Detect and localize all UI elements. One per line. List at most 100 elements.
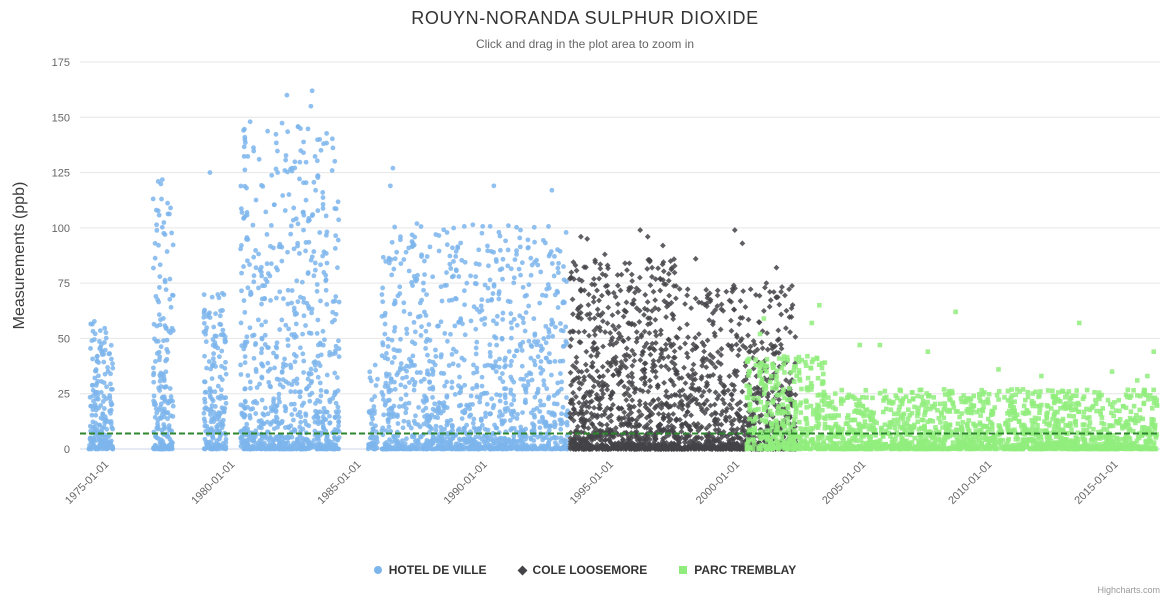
data-point[interactable]	[581, 264, 588, 271]
data-point[interactable]	[153, 293, 159, 299]
data-point[interactable]	[776, 301, 783, 308]
data-point[interactable]	[98, 415, 104, 421]
data-point[interactable]	[259, 336, 265, 342]
data-point[interactable]	[219, 348, 225, 354]
data-point[interactable]	[156, 312, 162, 318]
data-point[interactable]	[208, 439, 214, 445]
data-point[interactable]	[433, 423, 439, 429]
data-point[interactable]	[401, 257, 407, 262]
data-point[interactable]	[159, 224, 165, 230]
data-point[interactable]	[380, 299, 386, 305]
data-point[interactable]	[214, 424, 220, 430]
data-point[interactable]	[438, 424, 444, 430]
data-point[interactable]	[402, 384, 408, 390]
data-point[interactable]	[470, 402, 475, 407]
data-point[interactable]	[615, 381, 622, 388]
data-point[interactable]	[285, 129, 291, 135]
data-point[interactable]	[292, 407, 298, 412]
data-point[interactable]	[548, 372, 554, 378]
data-point[interactable]	[788, 314, 795, 320]
data-point[interactable]	[730, 282, 737, 289]
data-point[interactable]	[629, 362, 636, 369]
data-point[interactable]	[799, 357, 805, 363]
data-point[interactable]	[150, 196, 156, 202]
data-point[interactable]	[776, 404, 781, 409]
data-point[interactable]	[397, 284, 403, 290]
data-point[interactable]	[778, 288, 784, 295]
data-point[interactable]	[792, 391, 799, 398]
data-point[interactable]	[474, 369, 480, 375]
data-point[interactable]	[692, 255, 699, 262]
data-point[interactable]	[653, 446, 659, 452]
data-point[interactable]	[770, 434, 776, 440]
data-point[interactable]	[528, 255, 534, 261]
data-point[interactable]	[398, 261, 404, 267]
data-point[interactable]	[500, 443, 506, 449]
data-point[interactable]	[808, 365, 814, 371]
data-point[interactable]	[707, 351, 714, 358]
data-point[interactable]	[510, 438, 516, 444]
data-point[interactable]	[164, 249, 170, 254]
data-point[interactable]	[324, 409, 330, 415]
data-point[interactable]	[798, 410, 804, 415]
data-point[interactable]	[698, 405, 705, 412]
data-point[interactable]	[586, 315, 593, 322]
data-point[interactable]	[288, 389, 294, 394]
data-point[interactable]	[561, 277, 567, 283]
data-point[interactable]	[685, 394, 692, 401]
data-point[interactable]	[411, 382, 417, 388]
data-point[interactable]	[473, 326, 479, 332]
data-point[interactable]	[271, 398, 276, 404]
data-point[interactable]	[599, 310, 606, 316]
data-point[interactable]	[276, 377, 282, 383]
data-point[interactable]	[597, 261, 604, 268]
data-point[interactable]	[291, 205, 297, 211]
data-point[interactable]	[419, 252, 425, 258]
data-point[interactable]	[700, 355, 707, 361]
data-point[interactable]	[167, 386, 173, 391]
data-point[interactable]	[612, 354, 619, 361]
data-point[interactable]	[161, 378, 167, 384]
data-point[interactable]	[618, 333, 624, 340]
data-point[interactable]	[706, 422, 713, 429]
data-point[interactable]	[815, 439, 821, 444]
data-point[interactable]	[729, 342, 735, 349]
data-point[interactable]	[490, 318, 496, 324]
data-point[interactable]	[315, 317, 321, 323]
data-point[interactable]	[558, 435, 564, 441]
data-point[interactable]	[523, 426, 529, 432]
data-point[interactable]	[604, 386, 611, 393]
data-point[interactable]	[295, 243, 300, 249]
data-point[interactable]	[450, 361, 456, 367]
data-point[interactable]	[304, 436, 309, 442]
data-point[interactable]	[260, 183, 266, 189]
data-point[interactable]	[275, 267, 280, 273]
data-point[interactable]	[442, 383, 448, 389]
data-point[interactable]	[685, 372, 692, 379]
data-point[interactable]	[400, 425, 406, 431]
data-point[interactable]	[551, 273, 557, 279]
data-point[interactable]	[509, 358, 514, 364]
data-point[interactable]	[533, 445, 538, 451]
data-point[interactable]	[733, 341, 740, 348]
data-point[interactable]	[600, 343, 606, 350]
data-point[interactable]	[238, 183, 244, 189]
data-point[interactable]	[671, 348, 678, 355]
data-point[interactable]	[623, 351, 630, 358]
data-point[interactable]	[551, 401, 557, 407]
data-point[interactable]	[306, 217, 312, 223]
data-point[interactable]	[430, 372, 436, 377]
data-point[interactable]	[264, 279, 270, 285]
data-point[interactable]	[649, 307, 655, 314]
data-point[interactable]	[166, 211, 172, 217]
data-point[interactable]	[273, 140, 279, 146]
data-point[interactable]	[105, 365, 111, 370]
data-point[interactable]	[401, 309, 407, 314]
data-point[interactable]	[151, 365, 156, 371]
data-point[interactable]	[610, 341, 617, 348]
data-point[interactable]	[294, 278, 300, 284]
data-point[interactable]	[667, 403, 674, 410]
data-point[interactable]	[202, 423, 208, 429]
data-point[interactable]	[444, 393, 450, 399]
data-point[interactable]	[821, 389, 827, 395]
